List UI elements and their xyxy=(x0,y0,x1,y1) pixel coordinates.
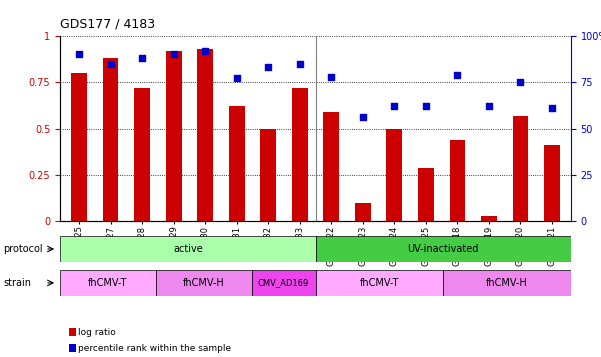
FancyBboxPatch shape xyxy=(60,236,316,262)
Bar xyxy=(229,106,245,221)
FancyBboxPatch shape xyxy=(443,270,571,296)
Point xyxy=(548,105,557,111)
Point xyxy=(295,61,305,66)
Bar xyxy=(197,49,213,221)
Point xyxy=(137,55,147,61)
Bar xyxy=(71,73,87,221)
Bar xyxy=(166,51,182,221)
FancyBboxPatch shape xyxy=(60,270,156,296)
Point xyxy=(106,61,115,66)
FancyBboxPatch shape xyxy=(156,270,252,296)
FancyBboxPatch shape xyxy=(316,270,443,296)
FancyBboxPatch shape xyxy=(316,236,571,262)
Point xyxy=(169,51,178,57)
Bar xyxy=(544,145,560,221)
Point xyxy=(516,79,525,85)
Point xyxy=(326,74,336,79)
Text: fhCMV-T: fhCMV-T xyxy=(88,278,127,288)
Bar xyxy=(513,116,528,221)
Point xyxy=(484,104,494,109)
Point xyxy=(358,115,368,120)
Text: strain: strain xyxy=(3,278,31,288)
Bar xyxy=(418,167,434,221)
Bar xyxy=(103,58,118,221)
FancyBboxPatch shape xyxy=(252,270,316,296)
Bar xyxy=(450,140,465,221)
Point xyxy=(453,72,462,77)
Text: protocol: protocol xyxy=(3,244,43,254)
Point xyxy=(421,104,431,109)
Bar xyxy=(481,216,497,221)
Text: fhCMV-T: fhCMV-T xyxy=(359,278,399,288)
Text: fhCMV-H: fhCMV-H xyxy=(183,278,225,288)
Bar xyxy=(292,88,308,221)
Text: UV-inactivated: UV-inactivated xyxy=(407,244,479,254)
Bar xyxy=(386,129,402,221)
Text: active: active xyxy=(173,244,203,254)
Bar xyxy=(355,203,371,221)
Point xyxy=(389,104,399,109)
Text: percentile rank within the sample: percentile rank within the sample xyxy=(78,343,231,353)
Point xyxy=(200,48,210,54)
Text: log ratio: log ratio xyxy=(78,327,116,337)
Bar xyxy=(134,88,150,221)
Bar xyxy=(323,112,339,221)
Point xyxy=(74,51,84,57)
Bar xyxy=(260,129,276,221)
Point xyxy=(263,64,273,70)
Text: CMV_AD169: CMV_AD169 xyxy=(258,278,310,287)
Text: fhCMV-H: fhCMV-H xyxy=(486,278,528,288)
Text: GDS177 / 4183: GDS177 / 4183 xyxy=(60,18,155,31)
Point xyxy=(232,76,242,81)
